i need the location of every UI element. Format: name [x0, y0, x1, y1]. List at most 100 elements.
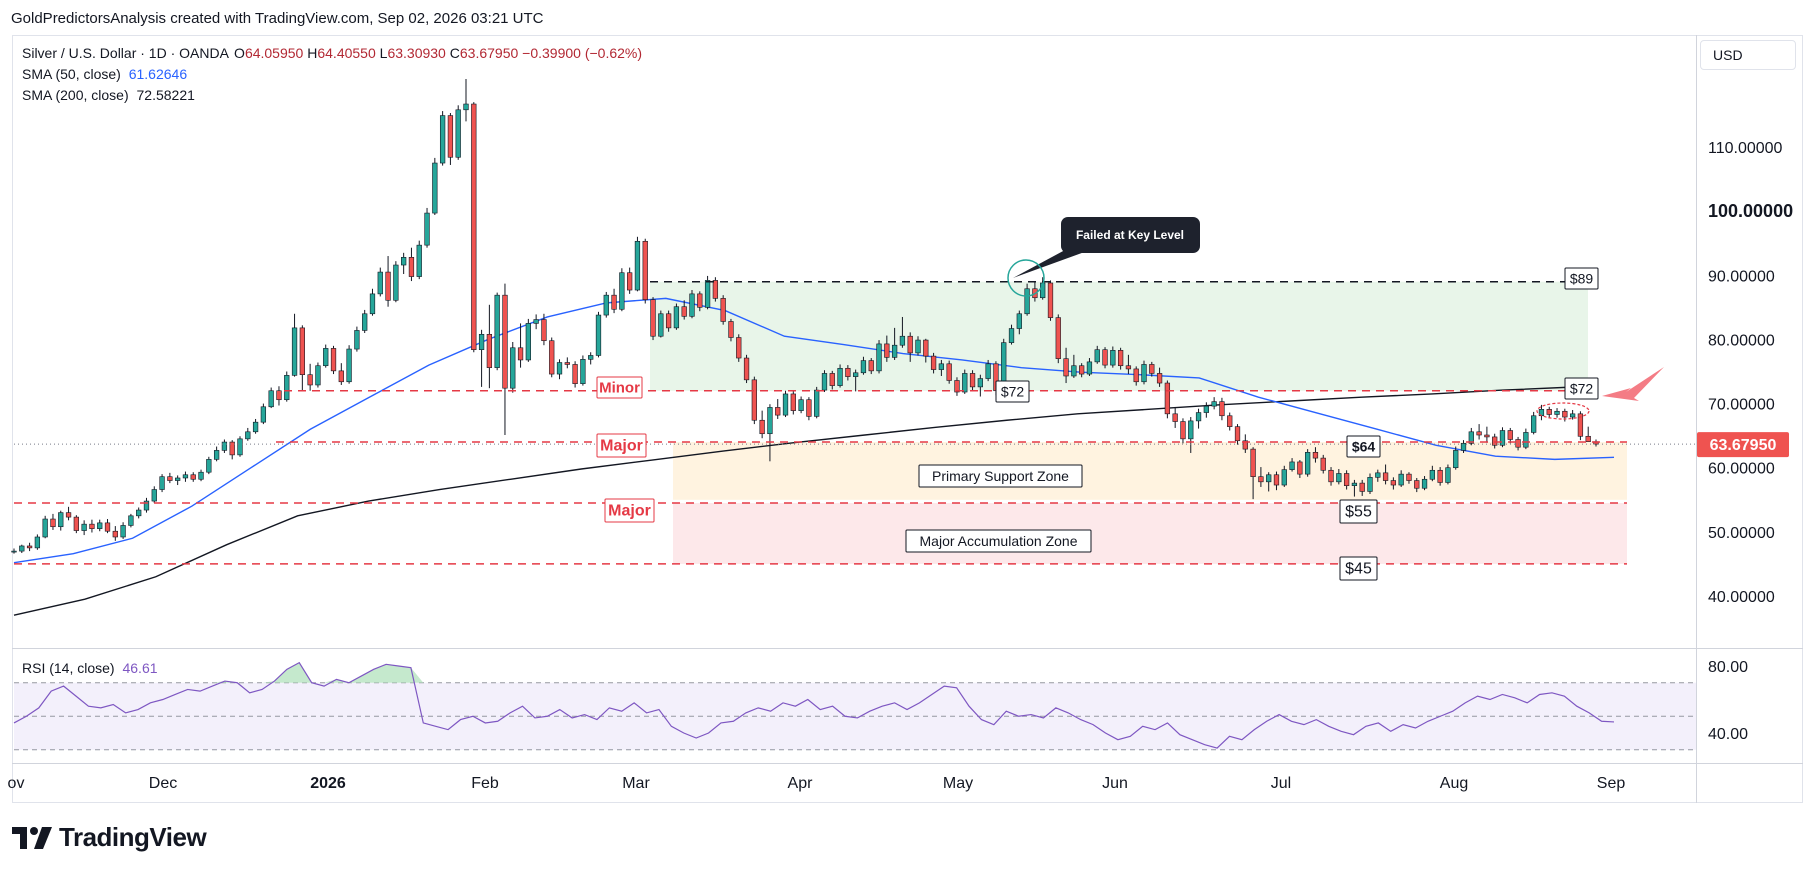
candle-body — [665, 313, 672, 329]
candle — [1141, 360, 1147, 385]
candle-body — [323, 348, 329, 367]
legend-row-rsi[interactable]: RSI (14, close) 46.61 — [22, 658, 158, 679]
candle — [252, 418, 259, 434]
candle-body — [1515, 439, 1521, 448]
candle-body — [697, 293, 703, 308]
candle-body — [977, 378, 983, 388]
x-tick-label: Dec — [149, 775, 177, 792]
candle — [1024, 283, 1030, 316]
candle-body — [471, 103, 477, 350]
y-tick-label: 100.00000 — [1708, 201, 1793, 221]
candle-body — [1375, 472, 1381, 478]
candle — [1180, 418, 1186, 444]
candle-body — [463, 103, 469, 111]
candle — [946, 360, 952, 384]
candle — [276, 386, 282, 406]
candle — [190, 472, 196, 482]
candle-body — [1546, 409, 1552, 415]
candle — [1343, 470, 1350, 490]
candle-body — [845, 367, 851, 377]
rsi-overbought-fill — [262, 662, 312, 683]
candle-body — [611, 294, 617, 310]
candle — [175, 475, 181, 486]
legend-row-sma50[interactable]: SMA (50, close) 61.62646 — [22, 64, 187, 85]
candle-body — [299, 327, 305, 376]
candle-body — [1562, 410, 1568, 418]
y-tick-label: 90.00000 — [1708, 268, 1775, 285]
candle — [1266, 472, 1272, 492]
legend-row-sma200[interactable]: SMA (200, close) 72.58221 — [22, 85, 195, 106]
minor-label: Minor — [596, 376, 643, 399]
candle-body — [120, 525, 126, 538]
candle — [1094, 345, 1100, 364]
candle — [1554, 408, 1560, 418]
candle-body — [11, 550, 17, 553]
level-72-mid-label: $72 — [995, 380, 1030, 403]
candle — [1382, 464, 1389, 485]
candle — [1507, 427, 1513, 444]
candle-body — [580, 359, 586, 384]
candle-body — [401, 257, 407, 266]
candle — [1390, 477, 1397, 490]
price-badge-box — [1697, 432, 1789, 458]
candle — [891, 327, 898, 360]
candle — [782, 390, 789, 418]
candle-body — [829, 373, 835, 386]
legend-sma50-value: 61.62646 — [128, 66, 188, 82]
candle-body — [517, 347, 524, 361]
candle-body — [930, 355, 937, 370]
failed-callout-text: Failed at Key Level — [1076, 228, 1184, 242]
rsi-overbought-fill — [324, 679, 349, 683]
candle-body — [969, 373, 976, 388]
tradingview-logo[interactable]: TradingView — [12, 822, 207, 853]
candle-body — [603, 294, 609, 316]
candle — [34, 534, 41, 550]
candle-body — [408, 257, 415, 277]
level-55-label-box — [1339, 499, 1378, 524]
candle — [159, 474, 165, 493]
x-tick-label: 2026 — [310, 775, 346, 792]
candle-body — [455, 109, 461, 158]
legend-low-label: L — [379, 45, 388, 61]
candle-body — [1156, 373, 1163, 384]
major-label-lower: Major — [604, 498, 655, 523]
candle — [198, 469, 204, 482]
candle — [315, 362, 321, 388]
major-label-upper-box — [596, 433, 647, 458]
y-tick-label: 40.00000 — [1708, 589, 1775, 606]
candle-body — [985, 363, 991, 379]
candle — [1219, 397, 1225, 421]
candle — [1102, 347, 1108, 369]
candle-body — [1016, 313, 1022, 329]
candle-body — [1476, 431, 1482, 436]
candle — [393, 261, 399, 303]
candle-body — [1234, 426, 1241, 442]
candle-body — [619, 272, 625, 310]
legend-open-label: O — [234, 45, 245, 61]
candle-body — [1460, 443, 1467, 451]
candle-body — [346, 348, 352, 383]
failed-callout-pointer — [1013, 250, 1090, 278]
candle — [642, 238, 648, 304]
candle-body — [377, 271, 383, 295]
candle — [408, 247, 415, 282]
candle-body — [798, 399, 804, 411]
candle — [720, 295, 726, 325]
candle-body — [1406, 473, 1412, 481]
candle — [556, 359, 563, 380]
candle — [829, 370, 835, 390]
currency-button[interactable]: USD — [1700, 40, 1796, 70]
candle — [1133, 366, 1139, 386]
level-89-label: $89 — [1564, 267, 1599, 290]
candle — [19, 544, 25, 554]
minor-label-text: Minor — [599, 380, 640, 397]
candle-body — [938, 363, 945, 370]
major-label-upper-text: Major — [600, 438, 643, 455]
candle — [1234, 424, 1241, 445]
candle — [533, 314, 539, 330]
candle — [1569, 409, 1576, 420]
candle — [151, 486, 157, 503]
candle — [385, 256, 391, 307]
price-badge-text: 63.67950 — [1710, 437, 1777, 454]
